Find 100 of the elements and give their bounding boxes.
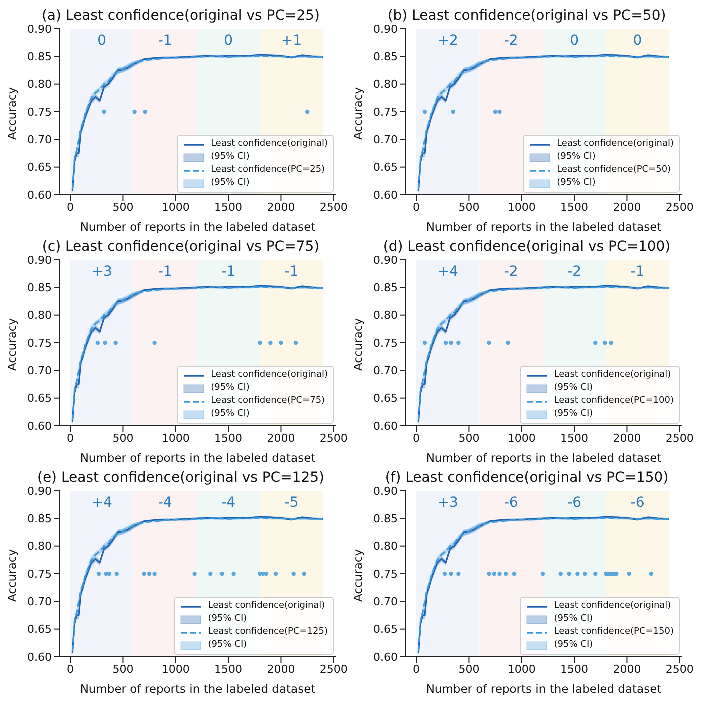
- y-tick-label: 0.75: [28, 336, 52, 350]
- y-tick-label: 0.80: [28, 78, 52, 92]
- x-tick-label: 2000: [267, 432, 296, 445]
- band-label: -1: [630, 264, 645, 280]
- annotation: (95% CI): [211, 177, 250, 190]
- y-tick-label: 0.75: [374, 336, 398, 350]
- y-tick-label: 0.65: [374, 161, 398, 174]
- y-tick-label: 0.65: [374, 623, 398, 636]
- x-tick-label: 1500: [560, 432, 589, 445]
- band-label: 0: [98, 32, 107, 49]
- y-tick-label: 0.75: [28, 106, 52, 119]
- band-label: +3: [92, 264, 112, 280]
- legend-label: Least confidence(original): [557, 138, 674, 151]
- y-tick-label: 0.60: [374, 650, 398, 664]
- x-tick-label: 0: [413, 432, 420, 445]
- x-tick-label: 1000: [162, 432, 190, 445]
- x-axis-title: Number of reports in the labeled dataset: [426, 451, 662, 465]
- annotation: (95% CI): [554, 382, 594, 395]
- band-label: -4: [158, 494, 172, 511]
- x-tick-label: 1000: [508, 432, 536, 445]
- legend-label: Least confidence(PC=50): [557, 164, 672, 177]
- x-tick-label: 2000: [267, 200, 296, 214]
- band-label: +1: [281, 32, 302, 49]
- x-tick-label: 2500: [320, 432, 348, 445]
- legend-label: Least confidence(original): [211, 138, 328, 151]
- x-tick-label: 2000: [613, 432, 642, 445]
- band-label: -2: [504, 32, 518, 49]
- x-tick-label: 1000: [162, 662, 190, 676]
- y-tick-label: 0.75: [374, 106, 398, 119]
- x-tick-label: 500: [458, 432, 480, 445]
- legend-label: Least confidence(original): [554, 369, 672, 382]
- band-label: -1: [158, 264, 172, 280]
- y-tick-label: 0.70: [28, 364, 52, 378]
- annotation: (95% CI): [554, 613, 594, 626]
- x-tick-label: 0: [67, 200, 74, 214]
- x-tick-label: 500: [458, 200, 480, 214]
- band-label: +3: [438, 494, 458, 511]
- y-tick-label: 0.65: [28, 623, 52, 636]
- band-label: 0: [570, 32, 580, 49]
- legend-label: Least confidence(PC=100): [554, 395, 674, 408]
- y-axis-title: Accuracy: [5, 549, 20, 602]
- y-tick-label: 0.60: [28, 188, 52, 202]
- chart-title: (d) Least confidence(original vs PC=100): [382, 239, 672, 256]
- legend-label: Least confidence(original): [554, 600, 672, 613]
- y-tick-label: 0.85: [374, 512, 398, 526]
- chart-title: (c) Least confidence(original vs PC=75): [41, 239, 321, 256]
- y-tick-label: 0.70: [28, 134, 52, 147]
- y-tick-label: 0.90: [374, 254, 398, 267]
- band-label: -1: [222, 264, 236, 280]
- band-label: -5: [284, 494, 299, 511]
- annotation: (95% CI): [208, 613, 248, 626]
- band-label: -6: [568, 494, 582, 511]
- x-axis-title: Number of reports in the labeled dataset: [80, 682, 316, 696]
- x-tick-label: 1500: [560, 662, 589, 676]
- x-axis-title: Number of reports in the labeled dataset: [80, 220, 316, 234]
- legend-label: Least confidence(PC=150): [554, 626, 674, 639]
- band-label: -2: [504, 264, 518, 280]
- x-tick-label: 1000: [508, 200, 536, 214]
- annotation: (95% CI): [211, 408, 250, 421]
- y-tick-label: 0.90: [374, 484, 398, 498]
- chart-title: (b) Least confidence(original vs PC=50): [386, 8, 668, 25]
- x-tick-label: 1500: [214, 200, 243, 214]
- legend-label: Least confidence(PC=25): [211, 164, 326, 177]
- y-tick-label: 0.80: [374, 309, 398, 322]
- x-tick-label: 1000: [508, 662, 536, 676]
- y-axis-title: Accuracy: [5, 87, 20, 140]
- y-tick-label: 0.60: [374, 420, 398, 433]
- legend-label: Least confidence(PC=125): [208, 626, 328, 639]
- y-tick-label: 0.60: [374, 188, 398, 202]
- x-tick-label: 2500: [666, 432, 694, 445]
- x-tick-label: 0: [413, 662, 420, 676]
- x-axis-title: Number of reports in the labeled dataset: [426, 682, 662, 696]
- y-tick-label: 0.90: [374, 22, 398, 36]
- y-tick-label: 0.85: [374, 282, 398, 295]
- y-tick-label: 0.80: [374, 540, 398, 554]
- band-label: -6: [630, 494, 645, 511]
- y-tick-label: 0.80: [28, 309, 52, 322]
- y-tick-label: 0.80: [28, 540, 52, 554]
- chart-title: (e) Least confidence(original vs PC=125): [36, 470, 326, 487]
- y-axis-title: Accuracy: [351, 549, 366, 602]
- y-tick-label: 0.85: [28, 282, 52, 295]
- y-tick-label: 0.65: [28, 392, 52, 406]
- x-tick-label: 2000: [613, 200, 642, 214]
- y-tick-label: 0.85: [28, 512, 52, 526]
- y-tick-label: 0.85: [374, 50, 398, 64]
- x-tick-label: 2000: [267, 662, 296, 676]
- annotation: (95% CI): [211, 382, 250, 395]
- band-label: +2: [438, 32, 458, 49]
- y-tick-label: 0.70: [374, 596, 398, 609]
- y-tick-label: 0.75: [28, 568, 52, 581]
- x-tick-label: 2500: [320, 662, 348, 676]
- y-tick-label: 0.70: [28, 596, 52, 609]
- chart-title: (f) Least confidence(original vs PC=150): [384, 470, 670, 487]
- y-tick-label: 0.65: [28, 161, 52, 174]
- x-tick-label: 2500: [320, 200, 348, 214]
- y-tick-label: 0.90: [28, 22, 52, 36]
- band-label: 0: [224, 32, 234, 49]
- y-tick-label: 0.90: [28, 484, 52, 498]
- x-tick-label: 2000: [613, 662, 642, 676]
- x-tick-label: 0: [413, 200, 420, 214]
